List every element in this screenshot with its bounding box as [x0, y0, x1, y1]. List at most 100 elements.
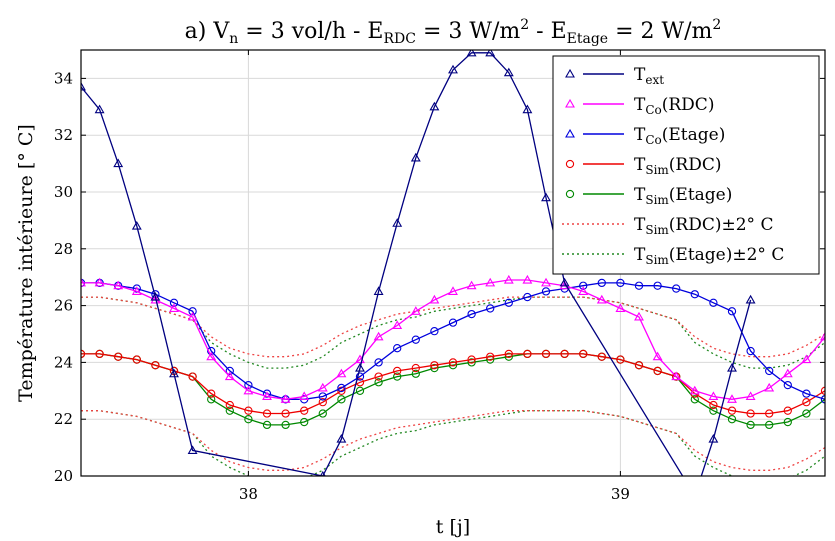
tsim-etage-point	[393, 372, 402, 381]
tco-rdc-point	[485, 277, 496, 287]
tsim-rdc-line	[81, 353, 825, 415]
legend-label: TCo(RDC)	[634, 95, 714, 117]
tco-etage-point	[355, 372, 365, 381]
tsim-etage-point	[467, 358, 476, 367]
tco-rdc-point	[541, 277, 551, 287]
legend-label: TCo(Etage)	[634, 125, 725, 147]
tco-etage-point	[504, 298, 513, 307]
tco-etage-point	[634, 281, 644, 290]
tco-rdc-point	[689, 385, 700, 395]
text-point	[727, 362, 737, 372]
tsim-rdc-point	[653, 366, 662, 376]
tsim-rdc-point	[765, 409, 774, 418]
tsim-etage-point	[244, 415, 253, 424]
tco-rdc-point	[317, 382, 328, 392]
tsim-rdc-point	[504, 349, 513, 359]
tsim-rdc-point	[486, 352, 495, 361]
text-point	[81, 81, 86, 91]
tsim-rdc-point	[262, 409, 272, 418]
legend-box	[552, 55, 820, 275]
text-point	[522, 104, 533, 114]
tco-rdc-point	[615, 303, 626, 312]
tco-etage-point	[467, 309, 476, 319]
tsim-rdc-point	[709, 400, 718, 410]
y-tick-label: 24	[54, 353, 73, 371]
tsim-rdc-point	[560, 349, 569, 359]
y-tick-label: 20	[54, 467, 73, 485]
tsim-rdc-point	[411, 363, 420, 373]
tco-etage-point	[597, 278, 606, 288]
text-point	[150, 291, 161, 301]
legend-marker	[565, 68, 575, 78]
tco-rdc-line	[81, 279, 825, 400]
tsim-etage-point	[225, 406, 234, 415]
y-tick-label: 28	[54, 240, 73, 258]
tsim-rdc-point	[616, 355, 625, 364]
tco-rdc-point	[466, 280, 477, 290]
tco-etage-point	[448, 318, 458, 327]
tco-rdc-point	[578, 286, 589, 295]
plot-area	[80, 49, 826, 477]
tsim-rdc-point	[188, 372, 197, 381]
tsim-etage-point	[690, 395, 699, 404]
legend-label: TSim(Etage)±2° C	[634, 245, 784, 267]
tco-etage-point	[690, 290, 699, 299]
tco-etage-point	[783, 380, 792, 390]
tco-rdc-point	[429, 294, 440, 304]
y-tick-label: 30	[54, 183, 73, 201]
text-point	[355, 362, 365, 372]
tsim-rdc-point	[393, 366, 402, 376]
tsim-etage-point	[411, 369, 420, 378]
tsim-etage-point	[765, 420, 774, 430]
tsim-rdc-point	[523, 349, 532, 359]
tsim-rdc-point	[727, 406, 737, 415]
legend-label: Text	[634, 65, 664, 87]
text-point	[429, 101, 440, 111]
tco-etage-point	[244, 380, 253, 390]
tco-etage-point	[709, 298, 718, 307]
legend-label: TSim(Etage)	[634, 185, 732, 207]
tsim-rdc-point	[132, 355, 141, 364]
text-point	[169, 368, 179, 378]
tsim-rdc-point	[225, 400, 234, 410]
text-point	[559, 277, 570, 287]
tco-etage-point	[393, 344, 402, 353]
tsim-rdc-point	[114, 352, 123, 361]
legend-marker	[565, 98, 575, 108]
tsim-etage-point	[207, 395, 216, 404]
tco-etage-point	[765, 366, 774, 376]
tco-rdc-point	[448, 286, 458, 295]
tco-rdc-point	[392, 320, 403, 330]
band-line-rdc-upper	[81, 296, 825, 358]
tsim-etage-point	[262, 420, 272, 430]
tolerance-bands	[81, 296, 825, 476]
text-point	[745, 294, 756, 304]
text-point	[410, 152, 421, 162]
tco-rdc-point	[764, 382, 775, 392]
x-tick-label: 38	[239, 485, 258, 503]
tco-rdc-point	[94, 277, 105, 287]
legend-marker	[565, 189, 575, 199]
tco-etage-point	[411, 335, 420, 344]
text-point	[708, 433, 719, 443]
tco-rdc-point	[596, 294, 607, 304]
x-tick-label: 39	[611, 485, 630, 503]
text-point	[448, 64, 458, 74]
tsim-rdc-point	[467, 355, 476, 364]
tco-rdc-point	[243, 385, 254, 395]
tco-rdc-point	[820, 331, 825, 341]
tco-rdc-point	[336, 368, 347, 378]
tco-rdc-point	[131, 286, 142, 295]
tco-etage-line	[81, 282, 825, 400]
tsim-rdc-point	[207, 389, 216, 398]
tco-rdc-point	[373, 331, 384, 341]
tco-etage-point	[188, 307, 197, 316]
tsim-rdc-point	[448, 358, 458, 367]
tco-etage-point	[541, 287, 551, 296]
tsim-rdc-point	[783, 406, 792, 415]
tsim-etage-point	[318, 409, 327, 418]
y-tick-label: 26	[54, 297, 73, 315]
tco-etage-point	[318, 392, 327, 401]
tco-etage-point	[486, 304, 495, 313]
